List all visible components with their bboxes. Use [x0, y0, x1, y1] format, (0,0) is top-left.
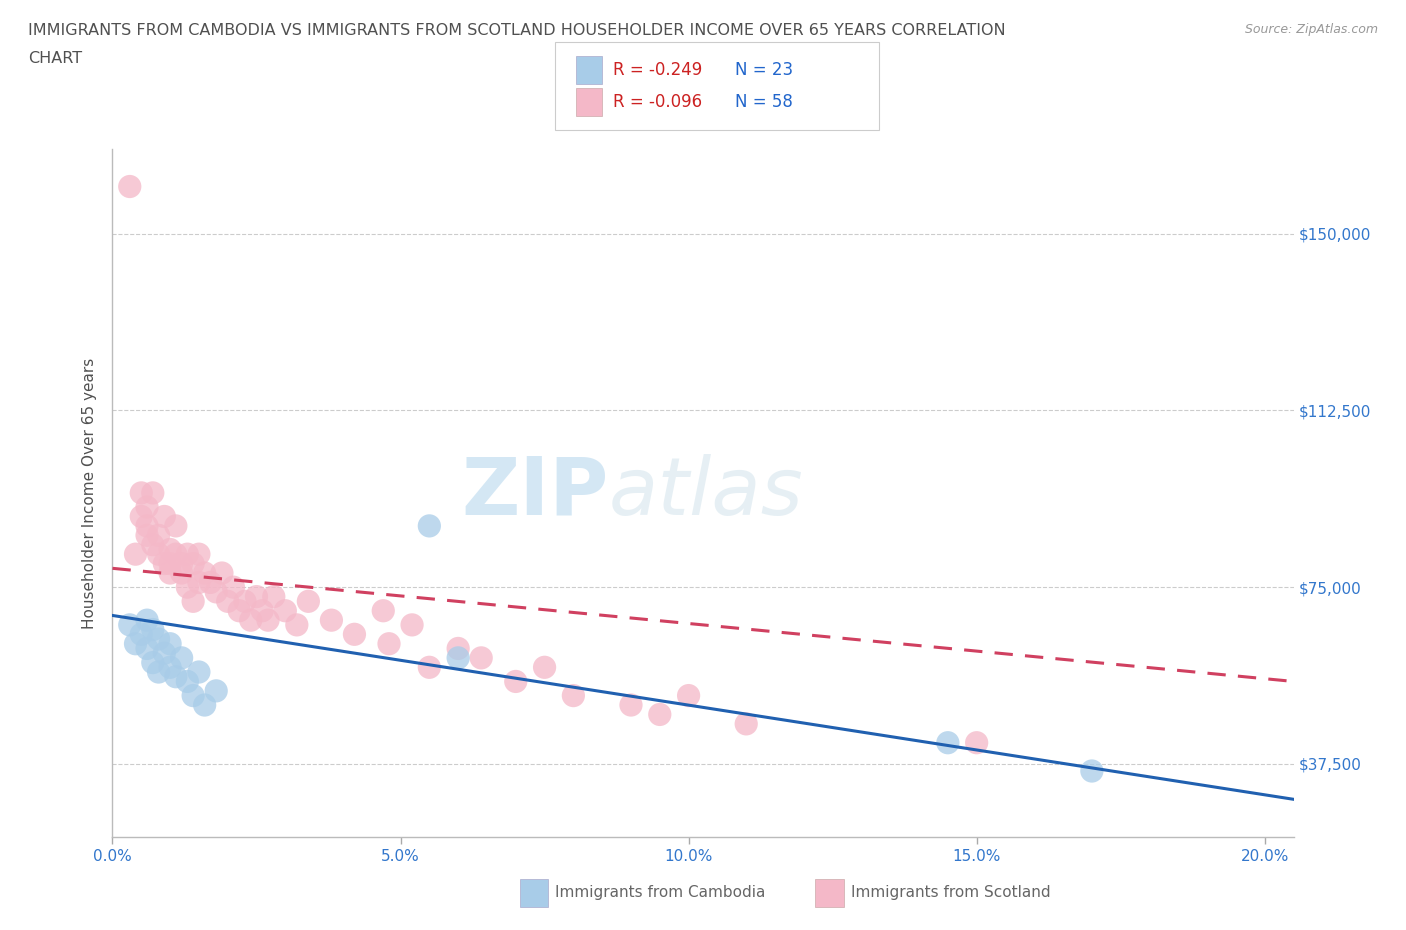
- Point: [136, 518, 159, 533]
- Point: [170, 565, 193, 580]
- Point: [181, 556, 204, 571]
- Point: [562, 688, 585, 703]
- Point: [124, 547, 146, 562]
- Point: [159, 542, 181, 557]
- Point: [165, 670, 187, 684]
- Point: [181, 688, 204, 703]
- Point: [297, 594, 319, 609]
- Point: [228, 604, 250, 618]
- Point: [233, 594, 256, 609]
- Y-axis label: Householder Income Over 65 years: Householder Income Over 65 years: [82, 357, 97, 629]
- Point: [176, 547, 198, 562]
- Point: [1081, 764, 1104, 778]
- Point: [142, 485, 165, 500]
- Point: [936, 736, 959, 751]
- Point: [200, 575, 222, 590]
- Text: R = -0.249: R = -0.249: [613, 60, 702, 79]
- Point: [470, 650, 492, 665]
- Point: [194, 565, 217, 580]
- Point: [129, 627, 152, 642]
- Point: [142, 655, 165, 670]
- Point: [159, 660, 181, 675]
- Point: [648, 707, 671, 722]
- Point: [285, 618, 308, 632]
- Point: [136, 641, 159, 656]
- Point: [165, 547, 187, 562]
- Point: [211, 565, 233, 580]
- Point: [447, 641, 470, 656]
- Text: CHART: CHART: [28, 51, 82, 66]
- Point: [447, 650, 470, 665]
- Point: [136, 613, 159, 628]
- Point: [678, 688, 700, 703]
- Point: [239, 613, 262, 628]
- Point: [222, 579, 245, 594]
- Point: [187, 575, 209, 590]
- Text: Immigrants from Cambodia: Immigrants from Cambodia: [555, 885, 766, 900]
- Point: [170, 556, 193, 571]
- Point: [153, 645, 176, 660]
- Point: [194, 698, 217, 712]
- Point: [274, 604, 297, 618]
- Point: [176, 674, 198, 689]
- Point: [205, 684, 228, 698]
- Text: N = 58: N = 58: [735, 93, 793, 112]
- Point: [176, 579, 198, 594]
- Point: [118, 179, 141, 194]
- Point: [148, 665, 170, 680]
- Point: [136, 499, 159, 514]
- Point: [148, 547, 170, 562]
- Point: [153, 556, 176, 571]
- Point: [159, 565, 181, 580]
- Text: R = -0.096: R = -0.096: [613, 93, 702, 112]
- Point: [187, 665, 209, 680]
- Point: [153, 509, 176, 524]
- Text: N = 23: N = 23: [735, 60, 793, 79]
- Point: [418, 660, 440, 675]
- Point: [205, 584, 228, 599]
- Point: [418, 518, 440, 533]
- Point: [263, 590, 285, 604]
- Point: [217, 594, 239, 609]
- Point: [343, 627, 366, 642]
- Point: [257, 613, 280, 628]
- Text: atlas: atlas: [609, 454, 803, 532]
- Point: [142, 538, 165, 552]
- Point: [505, 674, 527, 689]
- Point: [401, 618, 423, 632]
- Point: [136, 528, 159, 543]
- Point: [181, 594, 204, 609]
- Point: [373, 604, 395, 618]
- Text: ZIP: ZIP: [461, 454, 609, 532]
- Text: Immigrants from Scotland: Immigrants from Scotland: [851, 885, 1050, 900]
- Point: [533, 660, 555, 675]
- Point: [735, 716, 758, 731]
- Text: IMMIGRANTS FROM CAMBODIA VS IMMIGRANTS FROM SCOTLAND HOUSEHOLDER INCOME OVER 65 : IMMIGRANTS FROM CAMBODIA VS IMMIGRANTS F…: [28, 23, 1005, 38]
- Point: [159, 556, 181, 571]
- Point: [142, 622, 165, 637]
- Point: [129, 509, 152, 524]
- Text: Source: ZipAtlas.com: Source: ZipAtlas.com: [1244, 23, 1378, 36]
- Point: [245, 590, 267, 604]
- Point: [148, 528, 170, 543]
- Point: [159, 636, 181, 651]
- Point: [187, 547, 209, 562]
- Point: [966, 736, 988, 751]
- Point: [129, 485, 152, 500]
- Point: [148, 631, 170, 646]
- Point: [118, 618, 141, 632]
- Point: [620, 698, 643, 712]
- Point: [165, 518, 187, 533]
- Point: [252, 604, 274, 618]
- Point: [124, 636, 146, 651]
- Point: [321, 613, 343, 628]
- Point: [378, 636, 401, 651]
- Point: [170, 650, 193, 665]
